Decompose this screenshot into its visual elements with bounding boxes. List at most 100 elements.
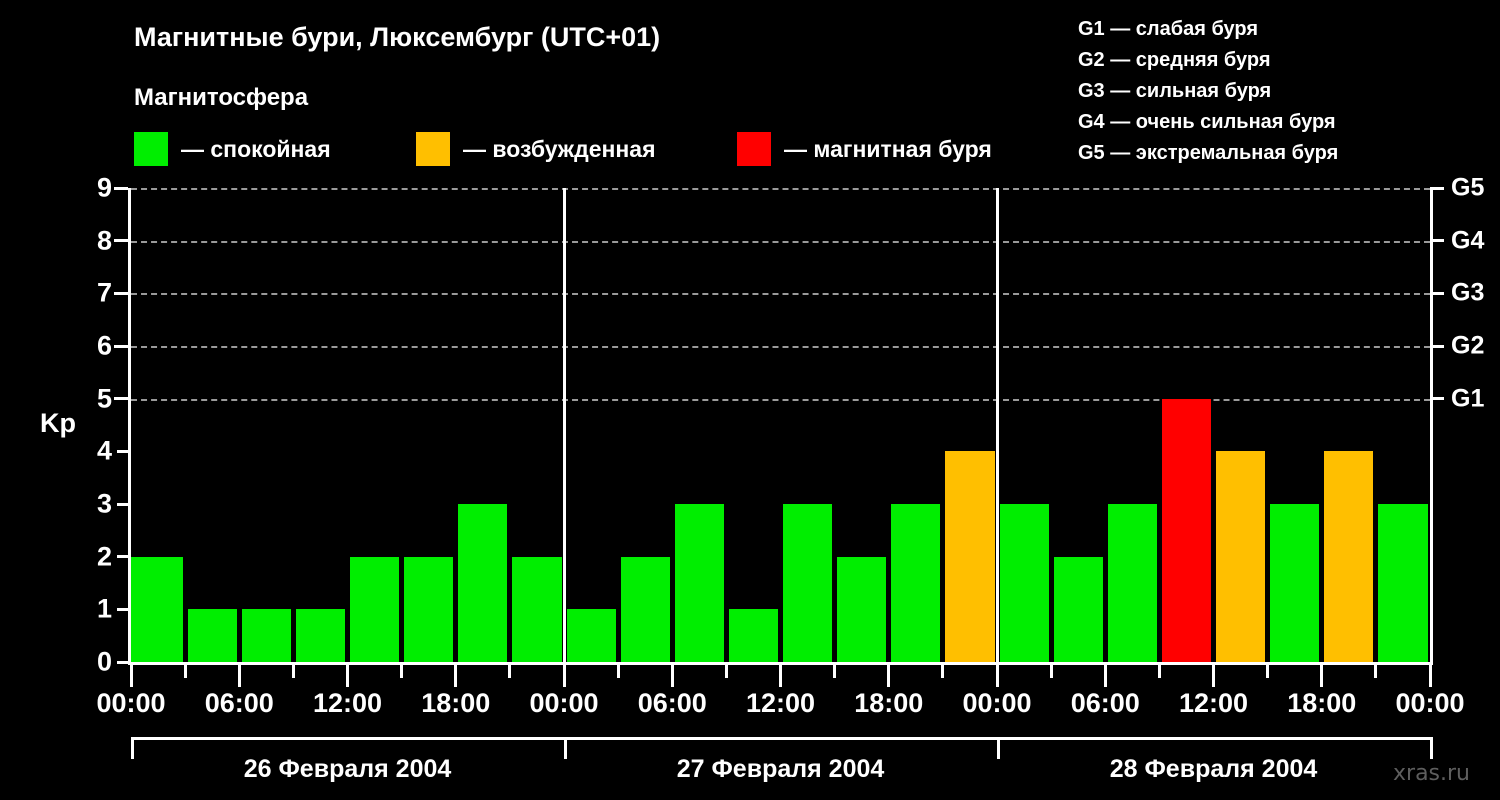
bar-kp [1053,556,1103,662]
x-tick-label-6: 12:00 [745,688,816,718]
y-tick-5 [114,397,128,401]
x-tick-label-12: 00:00 [1395,688,1465,718]
y-tick-label-5: 5 [96,383,112,414]
x-tick-label-1: 06:00 [204,688,274,718]
date-label-2: 27 Февраля 2004 [676,755,885,783]
y-axis-title: Kp [40,408,76,438]
bar-kp [404,556,454,662]
g-scale-line-1: G1 — слабая буря [1078,18,1259,40]
legend-item-2: — магнитная буря [737,131,992,167]
x-tick-17 [1049,665,1053,678]
right-tick-G3 [1430,291,1444,295]
x-tick-label-3: 18:00 [421,688,491,718]
x-tick-15 [941,665,945,678]
watermark: xras.ru [1393,761,1470,786]
bar-kp [512,556,562,662]
right-tick-label-G3: G3 [1451,278,1485,307]
gridline-kp-7 [131,293,1430,296]
x-tick-4 [346,665,349,687]
x-tick-12 [779,665,782,687]
date-label-1: 26 Февраля 2004 [243,755,452,783]
g-scale-line-4: G4 — очень сильная буря [1078,111,1336,133]
x-tick-label-10: 12:00 [1178,688,1249,718]
bar-kp [674,504,724,662]
bar-kp [1378,504,1428,662]
date-bracket-1 [131,737,564,740]
y-tick-label-4: 4 [96,435,112,466]
x-tick-5 [400,665,404,678]
gridline-kp-6 [131,346,1430,348]
bar-kp [350,556,400,662]
right-tick-G1 [1430,397,1444,401]
g-scale-line-5: G5 — экстремальная буря [1078,142,1339,164]
right-tick-label-G1: G1 [1451,384,1485,413]
x-tick-0 [129,665,133,687]
gridline-kp-5 [131,398,1430,401]
x-tick-label-4: 00:00 [529,688,599,718]
plot-area: 0 1 2 3 4 5 6 7 8 9 G1 G2 G3 G4 G5 00:00 06:00 12:00 18:00… [96,173,1484,784]
bar-kp [1107,504,1157,662]
y-tick-label-8: 8 [96,225,112,256]
x-tick-2 [237,665,241,687]
date-bracket-start-3 [997,737,1000,759]
date-bracket-start-1 [131,737,134,759]
bar-kp [241,609,291,662]
right-tick-label-G5: G5 [1451,173,1485,202]
right-tick-G2 [1430,344,1444,348]
y-tick-0 [117,660,128,664]
x-tick-label-9: 06:00 [1070,688,1140,718]
y-tick-label-1: 1 [96,593,112,624]
right-tick-label-G4: G4 [1451,226,1485,255]
g-scale-line-3: G3 — сильная буря [1078,80,1272,102]
date-label-3: 28 Февраля 2004 [1109,755,1318,783]
legend-color-swatch [737,132,771,166]
bar-kp [620,556,670,662]
x-tick-1 [183,665,187,678]
x-tick-label-7: 18:00 [854,688,924,718]
bar-kp [131,556,183,662]
day-separator-2 [995,188,999,662]
bar-kp [187,609,237,662]
bar-kp [728,609,778,662]
date-bracket-3 [997,737,1430,740]
y-tick-label-0: 0 [96,646,112,677]
x-tick-21 [1266,665,1270,678]
page-title: Магнитные бури, Люксембург (UTC+01) [134,22,661,52]
x-tick-13 [833,665,837,678]
g-scale-line-2: G2 — средняя буря [1078,49,1271,71]
x-tick-9 [616,665,620,678]
x-tick-7 [508,665,512,678]
x-tick-23 [1374,665,1378,678]
y-tick-label-3: 3 [96,488,112,519]
x-tick-19 [1157,665,1161,678]
x-tick-14 [887,665,891,687]
bar-kp [999,504,1049,662]
y-tick-9 [114,186,128,190]
right-tick-G4 [1430,239,1444,243]
day-separator-1 [562,188,566,662]
gridline-kp-9 [131,188,1430,190]
x-tick-24 [1428,665,1432,687]
y-tick-4 [117,449,128,453]
magnetosphere-section-title: Магнитосфера [134,84,309,111]
bar-kp [458,504,508,662]
y-tick-label-2: 2 [96,541,112,572]
x-tick-18 [1103,665,1107,687]
y-tick-1 [117,607,128,611]
right-tick-G5 [1430,186,1444,190]
g-scale-legend: G1 — слабая буря G2 — средняя буря G3 — си… [1078,14,1338,169]
y-tick-6 [114,344,128,348]
y-tick-7 [114,291,128,295]
bar-kp [1216,451,1266,662]
legend-color-swatch [416,132,450,166]
plot-right-border [1430,188,1433,665]
x-tick-8 [562,665,566,687]
right-tick-label-G2: G2 [1451,331,1485,360]
x-tick-label-2: 12:00 [312,688,383,718]
date-bracket-2 [564,737,997,740]
bar-kp [566,609,616,662]
x-tick-label-8: 00:00 [962,688,1032,718]
x-tick-label-11: 18:00 [1287,688,1357,718]
x-tick-3 [291,665,295,678]
